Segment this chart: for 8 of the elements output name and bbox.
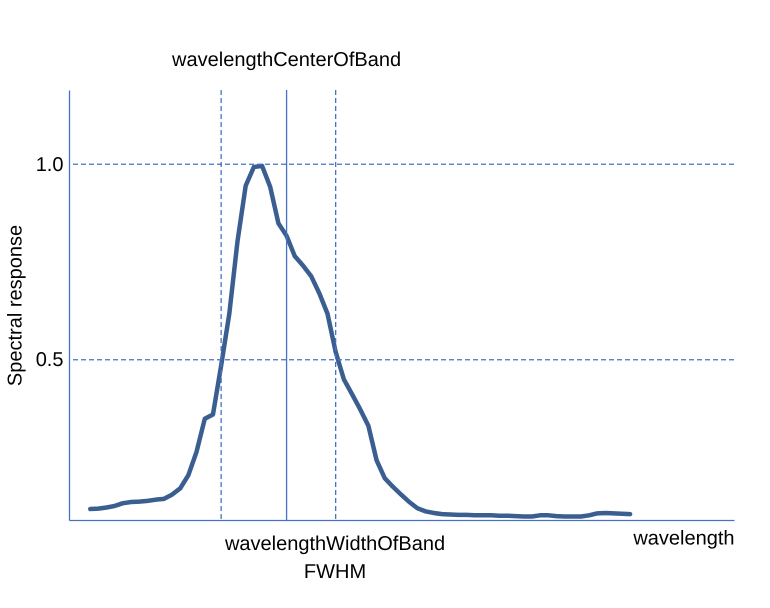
- line-series: [88, 164, 632, 519]
- y-tick-label: 0.5: [36, 349, 64, 372]
- text: wavelengthCenterOfBand: [171, 49, 402, 71]
- y-axis-title: Spectral response: [4, 224, 27, 386]
- x-axis-title: wavelength: [632, 528, 734, 550]
- y-tick-label: 1.0: [36, 154, 64, 176]
- text: wavelengthWidthOfBand: [224, 533, 446, 555]
- text: FWHM: [304, 561, 366, 583]
